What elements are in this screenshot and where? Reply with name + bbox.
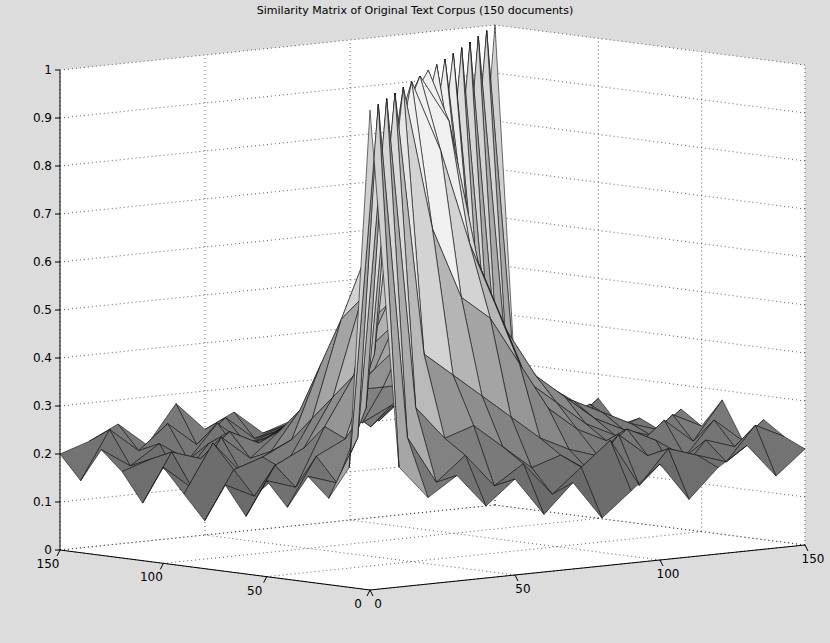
z-tick-label: 0 <box>44 543 52 557</box>
tick <box>55 310 60 311</box>
z-tick-label: 0.3 <box>33 399 52 413</box>
x-tick-label: 150 <box>802 552 825 566</box>
tick <box>55 118 60 119</box>
surface <box>60 25 805 521</box>
surface-patch <box>184 443 234 521</box>
y-tick-label: 0 <box>354 597 362 611</box>
grid-line <box>495 25 805 65</box>
tick <box>55 262 60 263</box>
y-axis-line <box>60 550 370 590</box>
z-tick-label: 0.5 <box>33 303 52 317</box>
chart: 00.10.20.30.40.50.60.70.80.9105010015005… <box>0 0 830 643</box>
grid <box>60 25 805 590</box>
y-tick-label: 150 <box>37 557 60 571</box>
grid-line <box>60 550 370 590</box>
grid-line <box>205 535 515 575</box>
surface-patch <box>726 425 776 476</box>
z-tick-label: 0.4 <box>33 351 52 365</box>
grid-line <box>495 265 805 305</box>
background <box>0 0 830 643</box>
tick <box>55 502 60 503</box>
y-tick-label: 50 <box>247 584 262 598</box>
z-tick-label: 0.1 <box>33 495 52 509</box>
grid-line <box>495 313 805 353</box>
title: Similarity Matrix of Original Text Corpu… <box>257 4 573 17</box>
x-tick-label: 0 <box>374 597 382 611</box>
x-tick-label: 50 <box>515 582 530 596</box>
surface-patch <box>581 440 631 518</box>
grid-line <box>370 545 805 590</box>
grid-line <box>60 505 495 550</box>
tick <box>660 560 663 566</box>
labels: 00.10.20.30.40.50.60.70.80.9105010015005… <box>33 63 825 611</box>
axes-pane <box>60 505 805 590</box>
tick <box>55 214 60 215</box>
y-tick-label: 100 <box>140 570 163 584</box>
surface-patch <box>349 104 399 467</box>
tick <box>55 166 60 167</box>
x-axis-line <box>370 545 805 590</box>
z-tick-label: 0.7 <box>33 207 52 221</box>
tick <box>370 590 373 596</box>
grid-line <box>60 25 495 70</box>
axes <box>55 70 808 596</box>
tick <box>57 550 60 556</box>
grid-line <box>60 505 495 550</box>
grid-line <box>495 73 805 113</box>
tick <box>264 577 267 583</box>
tick <box>515 575 518 581</box>
tick <box>55 454 60 455</box>
tick <box>55 550 60 551</box>
grid-line <box>267 532 702 577</box>
tick <box>55 406 60 407</box>
grid-line <box>495 217 805 257</box>
z-tick-label: 0.8 <box>33 159 52 173</box>
z-tick-label: 0.9 <box>33 111 52 125</box>
z-tick-label: 1 <box>44 63 52 77</box>
axes-pane <box>60 25 495 550</box>
grid-line <box>350 520 660 560</box>
tick <box>805 545 808 551</box>
z-tick-label: 0.2 <box>33 447 52 461</box>
tick <box>367 590 370 596</box>
x-tick-label: 100 <box>657 567 680 581</box>
grid-line <box>805 65 806 545</box>
grid-line <box>163 518 598 563</box>
grid-line <box>495 169 805 209</box>
z-tick-label: 0.6 <box>33 255 52 269</box>
tick <box>55 70 60 71</box>
tick <box>55 358 60 359</box>
axes-pane <box>495 25 805 545</box>
surface-patch <box>639 449 689 500</box>
grid-line <box>495 121 805 161</box>
tick <box>160 563 163 569</box>
